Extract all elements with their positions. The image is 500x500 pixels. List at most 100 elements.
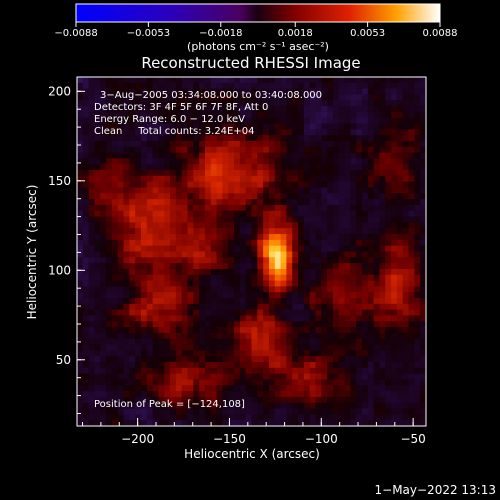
heatmap-cell: [82, 268, 90, 276]
heatmap-cell: [187, 239, 194, 247]
heatmap-cell: [298, 129, 305, 136]
heatmap-cell: [373, 245, 381, 253]
heatmap-cell: [286, 181, 293, 189]
heatmap-cell: [164, 286, 171, 293]
heatmap-cell: [391, 257, 398, 264]
heatmap-cell: [199, 303, 206, 311]
heatmap-cell: [385, 204, 392, 212]
heatmap-cell: [280, 344, 287, 351]
heatmap-cell: [216, 379, 224, 386]
heatmap-cell: [303, 216, 311, 224]
heatmap-cell: [356, 204, 363, 212]
heatmap-cell: [100, 170, 107, 177]
heatmap-cell: [94, 414, 101, 421]
heatmap-cell: [286, 414, 293, 421]
heatmap-cell: [135, 199, 142, 206]
heatmap-cell: [245, 338, 253, 346]
heatmap-cell: [158, 228, 165, 235]
heatmap-cell: [245, 263, 253, 270]
heatmap-cell: [106, 117, 113, 125]
heatmap-cell: [263, 164, 270, 171]
heatmap-cell: [140, 362, 148, 369]
heatmap-cell: [391, 327, 398, 334]
heatmap-cell: [228, 402, 235, 410]
heatmap-cell: [367, 373, 375, 381]
heatmap-cell: [123, 228, 130, 235]
heatmap-cell: [140, 263, 148, 270]
heatmap-cell: [181, 327, 189, 334]
heatmap-cell: [321, 350, 328, 357]
heatmap-cell: [338, 170, 346, 177]
heatmap-cell: [204, 420, 212, 426]
heatmap-cell: [391, 344, 398, 351]
heatmap-cell: [408, 315, 415, 322]
heatmap-cell: [298, 222, 305, 229]
heatmap-cell: [199, 420, 206, 426]
heatmap-cell: [303, 129, 311, 136]
heatmap-cell: [228, 222, 235, 229]
heatmap-cell: [175, 111, 183, 119]
heatmap-cell: [234, 257, 241, 264]
heatmap-cell: [292, 234, 299, 241]
heatmap-cell: [268, 106, 276, 113]
heatmap-cell: [344, 309, 351, 317]
heatmap-cell: [216, 251, 224, 258]
heatmap-cell: [140, 327, 148, 334]
heatmap-cell: [268, 251, 276, 258]
heatmap-cell: [187, 88, 194, 96]
heatmap-cell: [193, 292, 200, 299]
heatmap-cell: [268, 321, 276, 328]
heatmap-cell: [356, 373, 363, 381]
heatmap-cell: [170, 263, 177, 270]
heatmap-cell: [94, 315, 101, 322]
heatmap-cell: [309, 117, 317, 125]
heatmap-cell: [315, 280, 322, 287]
heatmap-cell: [327, 193, 334, 200]
heatmap-cell: [263, 239, 270, 247]
heatmap-cell: [181, 268, 189, 276]
heatmap-cell: [158, 204, 165, 212]
heatmap-cell: [204, 216, 212, 224]
heatmap-cell: [129, 210, 136, 218]
heatmap-cell: [77, 379, 84, 386]
heatmap-cell: [117, 193, 125, 200]
heatmap-cell: [414, 280, 421, 287]
heatmap-cell: [82, 373, 90, 381]
heatmap-cell: [367, 268, 375, 276]
heatmap-cell: [303, 210, 311, 218]
heatmap-cell: [402, 164, 410, 171]
heatmap-cell: [164, 396, 171, 404]
heatmap-cell: [146, 129, 154, 136]
heatmap-cell: [332, 117, 340, 125]
heatmap-cell: [379, 280, 386, 287]
heatmap-cell: [239, 408, 247, 415]
heatmap-cell: [315, 303, 322, 311]
heatmap-cell: [158, 298, 165, 305]
heatmap-cell: [100, 234, 107, 241]
heatmap-cell: [82, 135, 90, 142]
heatmap-cell: [204, 146, 212, 154]
heatmap-cell: [100, 222, 107, 229]
heatmap-cell: [379, 146, 386, 154]
heatmap-cell: [77, 88, 84, 96]
heatmap-cell: [82, 303, 90, 311]
heatmap-cell: [298, 408, 305, 415]
heatmap-cell: [367, 117, 375, 125]
heatmap-cell: [170, 274, 177, 282]
heatmap-cell: [327, 216, 334, 224]
heatmap-cell: [239, 210, 247, 218]
heatmap-cell: [210, 199, 218, 206]
heatmap-cell: [100, 309, 107, 317]
heatmap-cell: [402, 193, 410, 200]
heatmap-cell: [286, 234, 293, 241]
heatmap-cell: [274, 257, 282, 264]
heatmap-cell: [77, 129, 84, 136]
heatmap-cell: [164, 268, 171, 276]
heatmap-cell: [338, 239, 346, 247]
heatmap-cell: [117, 344, 125, 351]
heatmap-cell: [88, 187, 96, 194]
heatmap-cell: [414, 129, 421, 136]
heatmap-cell: [379, 274, 386, 282]
heatmap-cell: [344, 129, 351, 136]
